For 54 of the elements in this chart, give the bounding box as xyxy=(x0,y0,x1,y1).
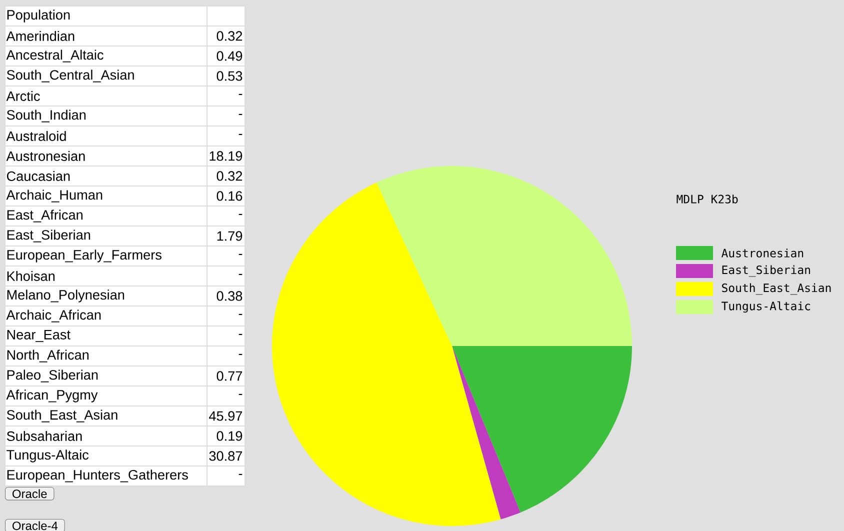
text: 45.97 xyxy=(209,411,242,421)
category-label: Subsaharian xyxy=(6,431,82,441)
category-label: Amerindian xyxy=(6,31,74,41)
text: - xyxy=(238,474,242,475)
text: Oracle xyxy=(12,489,47,498)
text: 0.77 xyxy=(216,371,242,381)
text: - xyxy=(238,354,242,355)
text: 1.79 xyxy=(217,231,242,241)
category-label: South_East_Asian xyxy=(6,410,118,422)
category-label: European_Early_Farmers xyxy=(7,250,162,262)
category-label: Paleo_Siberian xyxy=(7,370,98,382)
category-label: South_Indian xyxy=(6,110,86,122)
category-label: Arctic xyxy=(6,91,40,101)
legend-label: Austronesian xyxy=(721,248,804,258)
text: 0.49 xyxy=(216,51,242,61)
text: 0.38 xyxy=(216,291,242,301)
category-label: Austronesian xyxy=(6,151,85,161)
text: 0.32 xyxy=(216,31,242,41)
text: - xyxy=(238,334,242,335)
text: - xyxy=(238,114,242,115)
text: 0.32 xyxy=(216,171,242,181)
category-label: African_Pygmy xyxy=(6,390,98,402)
legend-label: Tungus-Altaic xyxy=(722,301,810,313)
category-label: Near_East xyxy=(7,330,70,342)
category-label: Archaic_Human xyxy=(6,190,102,202)
legend-title: MDLP K23b xyxy=(676,194,738,204)
text: 0.16 xyxy=(216,191,242,201)
text: Oracle-4 xyxy=(12,521,58,530)
category-label: Ancestral_Altaic xyxy=(6,50,104,62)
text: - xyxy=(238,134,242,135)
category-label: European_Hunters_Gatherers xyxy=(7,470,188,482)
category-label: Caucasian xyxy=(6,171,70,181)
text: - xyxy=(238,314,242,315)
text: 30.87 xyxy=(209,451,242,461)
category-label: East_Siberian xyxy=(7,230,90,242)
category-label: East_African xyxy=(7,210,82,222)
text: 18.19 xyxy=(210,151,242,161)
text: - xyxy=(238,274,242,275)
text: - xyxy=(238,214,242,215)
category-label: South_Central_Asian xyxy=(6,70,134,82)
legend-label: East_Siberian xyxy=(722,265,810,277)
legend-label: South_East_Asian xyxy=(722,283,831,295)
text: - xyxy=(238,94,242,95)
text: 0.53 xyxy=(216,71,242,81)
text: Population xyxy=(7,10,70,22)
text: - xyxy=(238,254,242,255)
category-label: Khoisan xyxy=(7,271,55,281)
category-label: Melano_Polynesian xyxy=(7,290,124,302)
category-label: Australoid xyxy=(6,131,66,141)
category-label: Tungus-Altaic xyxy=(6,450,89,462)
category-label: Archaic_African xyxy=(6,310,101,322)
text: 0.19 xyxy=(216,431,242,441)
text: - xyxy=(238,394,242,395)
category-label: North_African xyxy=(7,350,89,362)
